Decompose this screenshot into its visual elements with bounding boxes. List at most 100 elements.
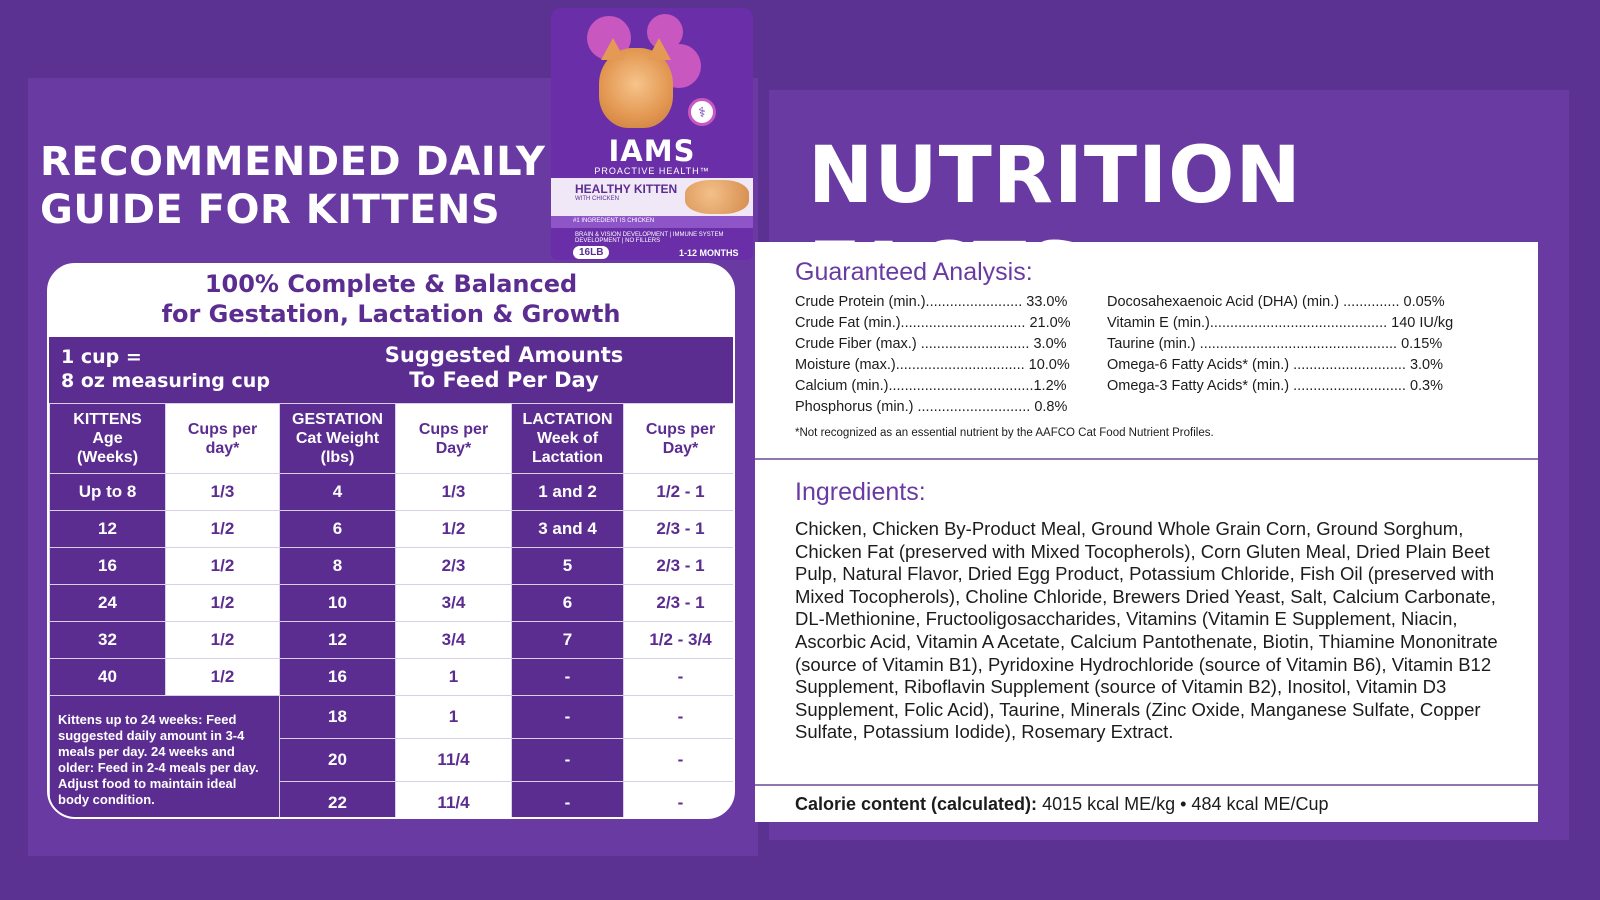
table-cell: 12 xyxy=(49,510,166,548)
table-row: 16 1/2 8 2/3 5 2/3 - 1 xyxy=(49,547,733,585)
suggested-amounts-line1: Suggested Amounts xyxy=(384,343,624,367)
analysis-right-column: Docosahexaenoic Acid (DHA) (min.) ......… xyxy=(1107,292,1453,397)
table-cell: 1/3 xyxy=(165,473,280,511)
table-row: Kittens up to 24 weeks: Feed suggested d… xyxy=(49,695,733,817)
header-cups-per-day: Cups per Day* xyxy=(395,403,512,474)
header-cups-per-day: Cups per Day* xyxy=(623,403,733,474)
table-row: 12 1/2 6 1/2 3 and 4 2/3 - 1 xyxy=(49,510,733,548)
table-cell: 11/4 xyxy=(395,781,512,817)
bag-brand: IAMS xyxy=(608,134,696,168)
calorie-label: Calorie content (calculated): xyxy=(795,794,1038,814)
table-cell: 3 and 4 xyxy=(511,510,624,548)
ingredients-text: Chicken, Chicken By-Product Meal, Ground… xyxy=(795,518,1498,743)
feeding-guide-title: RECOMMENDED DAILY GUIDE FOR KITTENS xyxy=(40,138,560,234)
analysis-item: Moisture (max.).........................… xyxy=(795,357,1070,373)
cup-measure-line2: 8 oz measuring cup xyxy=(61,370,270,392)
analysis-item: Taurine (min.) .........................… xyxy=(1107,336,1443,352)
table-cell: 16 xyxy=(49,547,166,585)
table-cell: 1/2 xyxy=(165,510,280,548)
table-cell: - xyxy=(623,738,733,782)
analysis-left-column: Crude Protein (min.)....................… xyxy=(795,292,1071,418)
ingredients-section: Ingredients: Chicken, Chicken By-Product… xyxy=(755,460,1538,786)
table-cell: 7 xyxy=(511,621,624,659)
feeding-guide-heading-line1: 100% Complete & Balanced xyxy=(204,270,578,298)
table-cell: 2/3 xyxy=(395,547,512,585)
table-cell: 40 xyxy=(49,658,166,696)
vet-badge-icon: ⚕ xyxy=(688,98,716,126)
feeding-guide-heading: 100% Complete & Balanced for Gestation, … xyxy=(49,265,733,337)
bag-strip xyxy=(551,216,753,228)
feeding-guide-title-line2: GUIDE FOR KITTENS xyxy=(40,187,501,233)
analysis-item: Docosahexaenoic Acid (DHA) (min.) ......… xyxy=(1107,294,1445,310)
bag-product-variant: WITH CHICKEN xyxy=(575,196,619,202)
table-cell: 1/2 - 3/4 xyxy=(623,621,733,659)
table-row: 32 1/2 12 3/4 7 1/2 - 3/4 xyxy=(49,621,733,659)
cup-measure-note: 1 cup = 8 oz measuring cup xyxy=(61,345,270,393)
table-cell: 1/2 - 1 xyxy=(623,473,733,511)
table-cell: 16 xyxy=(279,658,396,696)
header-lactation-week: LACTATION Week of Lactation xyxy=(511,403,624,474)
table-cell: 2/3 - 1 xyxy=(623,510,733,548)
bag-age: 1-12 MONTHS xyxy=(679,248,739,258)
table-row: 40 1/2 16 1 - - xyxy=(49,658,733,696)
table-cell: 1/2 xyxy=(395,510,512,548)
table-cell: 1 xyxy=(395,695,512,739)
table-header-row: KITTENS Age (Weeks) Cups per day* GESTATION… xyxy=(49,403,733,474)
suggested-amounts-line2: To Feed Per Day xyxy=(409,368,599,392)
bag-weight: 16LB xyxy=(573,246,610,259)
table-cell: 8 xyxy=(279,547,396,585)
product-bag-image: ⚕ IAMS PROACTIVE HEALTH™ HEALTHY KITTEN … xyxy=(551,8,753,260)
table-cell: 2/3 - 1 xyxy=(623,547,733,585)
suggested-amounts-heading: Suggested Amounts To Feed Per Day xyxy=(359,343,649,393)
table-cell: Up to 8 xyxy=(49,473,166,511)
ingredients-title: Ingredients: xyxy=(795,478,926,506)
table-cell: 1 and 2 xyxy=(511,473,624,511)
header-cups-per-day: Cups per day* xyxy=(165,403,280,474)
table-cell: 1/3 xyxy=(395,473,512,511)
guaranteed-analysis-section: Guaranteed Analysis: Crude Protein (min.… xyxy=(755,242,1538,458)
table-cell: 12 xyxy=(279,621,396,659)
table-row: 24 1/2 10 3/4 6 2/3 - 1 xyxy=(49,584,733,622)
feeding-guide-card: 100% Complete & Balanced for Gestation, … xyxy=(47,263,735,819)
table-cell: 1 xyxy=(395,658,512,696)
table-row: Up to 8 1/3 4 1/3 1 and 2 1/2 - 1 xyxy=(49,473,733,511)
analysis-footnote: *Not recognized as an essential nutrient… xyxy=(795,427,1214,439)
table-cell: 32 xyxy=(49,621,166,659)
table-cell: 18 xyxy=(279,695,396,739)
calorie-content: Calorie content (calculated): 4015 kcal … xyxy=(795,794,1329,815)
calorie-section: Calorie content (calculated): 4015 kcal … xyxy=(755,786,1538,822)
table-cell: - xyxy=(511,781,624,817)
bag-benefits: BRAIN & VISION DEVELOPMENT | IMMUNE SYST… xyxy=(575,232,724,244)
analysis-item: Calcium (min.)..........................… xyxy=(795,378,1067,394)
header-gestation-weight: GESTATION Cat Weight (lbs) xyxy=(279,403,396,474)
section-divider xyxy=(755,784,1538,786)
table-cell: 24 xyxy=(49,584,166,622)
guaranteed-analysis-title: Guaranteed Analysis: xyxy=(795,258,1033,286)
table-cell: 10 xyxy=(279,584,396,622)
calorie-value: 4015 kcal ME/kg • 484 kcal ME/Cup xyxy=(1042,794,1329,814)
feeding-table: KITTENS Age (Weeks) Cups per day* GESTATION… xyxy=(49,403,733,817)
analysis-item: Crude Fat (min.)........................… xyxy=(795,315,1071,331)
chicken-photo xyxy=(685,180,749,214)
table-cell: 1/2 xyxy=(165,547,280,585)
table-cell: - xyxy=(511,695,624,739)
table-cell: - xyxy=(623,695,733,739)
table-cell: 1/2 xyxy=(165,658,280,696)
section-divider xyxy=(755,458,1538,460)
table-cell: 6 xyxy=(279,510,396,548)
table-cell: 1/2 xyxy=(165,621,280,659)
feeding-note: Kittens up to 24 weeks: Feed suggested d… xyxy=(49,695,280,817)
analysis-item: Crude Fiber (max.) .....................… xyxy=(795,336,1067,352)
kitten-photo xyxy=(599,38,673,128)
table-cell: 20 xyxy=(279,738,396,782)
analysis-item: Phosphorus (min.) ......................… xyxy=(795,399,1068,415)
table-cell: - xyxy=(511,658,624,696)
table-cell: 2/3 - 1 xyxy=(623,584,733,622)
table-cell: - xyxy=(623,658,733,696)
header-kittens-age: KITTENS Age (Weeks) xyxy=(49,403,166,474)
table-cell: - xyxy=(623,781,733,817)
table-cell: 3/4 xyxy=(395,584,512,622)
table-cell: - xyxy=(511,738,624,782)
analysis-item: Omega-3 Fatty Acids* (min.) ............… xyxy=(1107,378,1444,394)
table-cell: 11/4 xyxy=(395,738,512,782)
